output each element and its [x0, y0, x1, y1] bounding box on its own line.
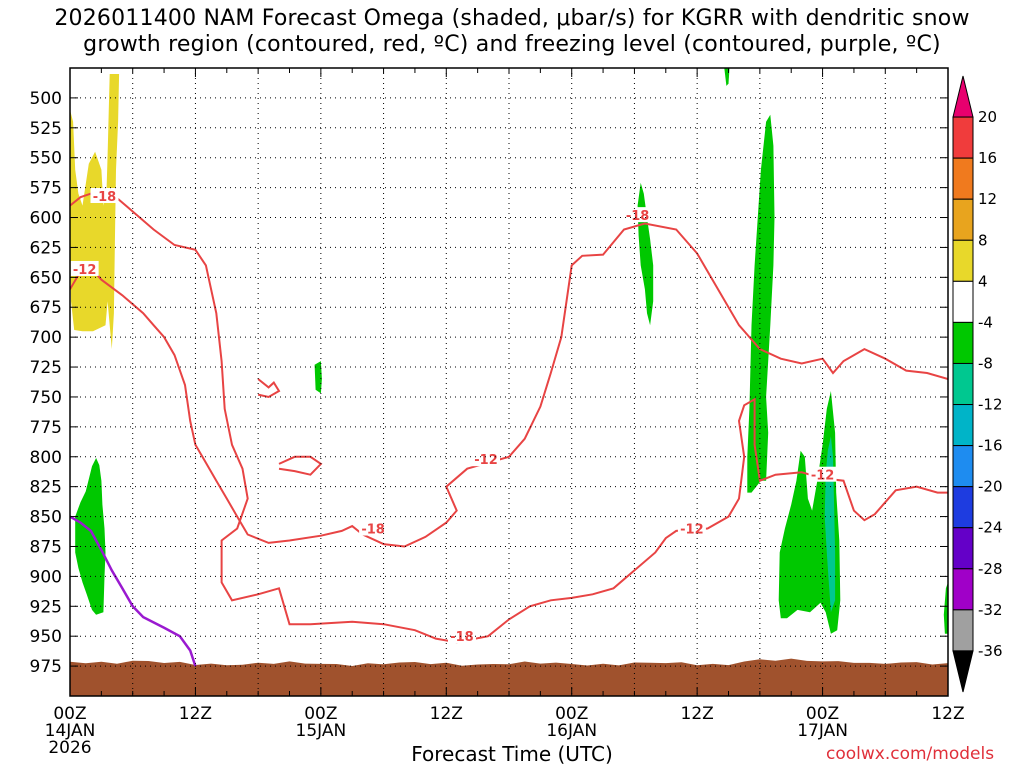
x-axis-label: Forecast Time (UTC) — [411, 742, 613, 766]
contour-label-bg-4 — [447, 628, 476, 644]
chart-title-line2: growth region (contoured, red, ºC) and f… — [83, 32, 941, 57]
x-tick-label-48-0: 00Z — [555, 704, 588, 724]
y-tick-label-675: 675 — [30, 298, 62, 318]
plot-frame — [69, 67, 949, 697]
contour-label-bg-0 — [90, 187, 119, 203]
colorbar-box-4 — [952, 239, 974, 282]
colorbar-label-0: 20 — [978, 108, 997, 126]
contour-label-4: -18 — [450, 630, 474, 645]
plot-area: -18 -12 -18 -18 -18 -12 -12 -12 — [70, 68, 948, 696]
colorbar-box-12 — [952, 568, 974, 611]
colorbar-label-2: 12 — [978, 190, 997, 208]
colorbar-box-7 — [952, 362, 974, 406]
x-tick-label-72-1: 17JAN — [797, 721, 848, 741]
x-tick-label-48-1: 16JAN — [546, 721, 597, 741]
colorbar-label-6: -8 — [978, 354, 993, 372]
contour-label-0: -18 — [93, 190, 117, 205]
y-tick-label-925: 925 — [30, 597, 62, 617]
colorbar-box-11 — [952, 527, 974, 570]
omega-region-green-16jan-mid — [637, 182, 654, 326]
x-tick-label-72-0: 00Z — [806, 704, 839, 724]
colorbar-label-3: 8 — [978, 231, 988, 249]
contour-label-bg-2 — [623, 207, 652, 223]
omega-region-green-15jan-small — [314, 361, 322, 394]
temp-contour-0 — [70, 192, 948, 644]
colorbar-label-4: 4 — [978, 272, 988, 290]
y-tick-label-625: 625 — [30, 238, 62, 258]
terrain-band — [70, 658, 948, 696]
colorbar-label-7: -12 — [978, 396, 1003, 414]
contour-label-1: -12 — [73, 263, 97, 278]
colorbar-box-5 — [952, 280, 974, 323]
y-tick-label-875: 875 — [30, 537, 62, 557]
omega-region-green-tall-column — [747, 114, 775, 493]
x-tick-label-84-0: 12Z — [931, 704, 964, 724]
contour-label-6: -12 — [680, 523, 704, 538]
chart-title-line1: 2026011400 NAM Forecast Omega (shaded, μ… — [54, 6, 970, 31]
y-tick-label-650: 650 — [30, 268, 62, 288]
colorbar-label-10: -24 — [978, 519, 1003, 537]
omega-region-green-right-edge — [943, 582, 948, 634]
contour-label-bg-5 — [472, 451, 501, 467]
omega-region-green-17jan-cluster — [778, 391, 841, 634]
x-tick-label-12-0: 12Z — [179, 704, 212, 724]
y-tick-label-550: 550 — [30, 149, 62, 169]
x-tick-label-0-0: 00Z — [53, 704, 86, 724]
contour-label-5: -12 — [474, 453, 498, 468]
contour-label-bg-7 — [808, 466, 837, 482]
source-credit[interactable]: coolwx.com/models — [826, 744, 995, 764]
colorbar-box-8 — [952, 404, 974, 447]
y-tick-label-600: 600 — [30, 209, 62, 229]
y-tick-label-975: 975 — [30, 657, 62, 677]
omega-region-green-early-lowlevel — [75, 458, 106, 615]
y-tick-label-950: 950 — [30, 627, 62, 647]
contour-label-bg-1 — [70, 260, 99, 276]
colorbar-arrow-bottom — [952, 650, 974, 693]
y-tick-label-800: 800 — [30, 448, 62, 468]
colorbar-box-9 — [952, 445, 974, 488]
colorbar-label-13: -36 — [978, 642, 1003, 660]
x-tick-label-24-0: 00Z — [304, 704, 337, 724]
y-tick-label-750: 750 — [30, 388, 62, 408]
colorbar-label-11: -28 — [978, 560, 1003, 578]
colorbar-label-12: -32 — [978, 601, 1003, 619]
y-tick-label-825: 825 — [30, 478, 62, 498]
y-tick-label-500: 500 — [30, 89, 62, 109]
temp-contour-2 — [278, 455, 323, 476]
colorbar-label-5: -4 — [978, 313, 993, 331]
x-tick-label-36-0: 12Z — [430, 704, 463, 724]
contour-label-7: -12 — [811, 469, 835, 484]
colorbar-box-2 — [952, 157, 974, 200]
x-tick-label-0-1: 14JAN — [45, 721, 96, 741]
y-tick-label-775: 775 — [30, 418, 62, 438]
colorbar-arrow-top — [952, 75, 974, 118]
y-tick-label-725: 725 — [30, 358, 62, 378]
colorbar-box-3 — [952, 198, 974, 241]
y-tick-label-525: 525 — [30, 119, 62, 139]
colorbar-box-6 — [952, 321, 974, 364]
contour-label-bg-3 — [359, 520, 388, 536]
contour-label-2: -18 — [626, 209, 650, 224]
contour-label-bg-6 — [677, 520, 706, 536]
colorbar-label-9: -20 — [978, 478, 1003, 496]
colorbar-label-1: 16 — [978, 149, 997, 167]
y-tick-label-900: 900 — [30, 567, 62, 587]
temp-contour-3 — [257, 378, 281, 399]
colorbar-box-1 — [952, 116, 974, 159]
y-tick-label-700: 700 — [30, 328, 62, 348]
contour-label-3: -18 — [361, 523, 385, 538]
freezing-level-line — [70, 515, 197, 667]
x-tick-label-60-0: 12Z — [681, 704, 714, 724]
x-tick-label-0-2: 2026 — [48, 738, 91, 758]
y-tick-label-575: 575 — [30, 179, 62, 199]
colorbar-box-13 — [952, 609, 974, 652]
y-tick-label-850: 850 — [30, 508, 62, 528]
temp-contour-1 — [70, 222, 948, 548]
x-tick-label-24-1: 15JAN — [296, 721, 347, 741]
colorbar-box-10 — [952, 486, 974, 529]
omega-region-yellow-upward-early — [70, 74, 120, 350]
colorbar-label-8: -16 — [978, 437, 1003, 455]
